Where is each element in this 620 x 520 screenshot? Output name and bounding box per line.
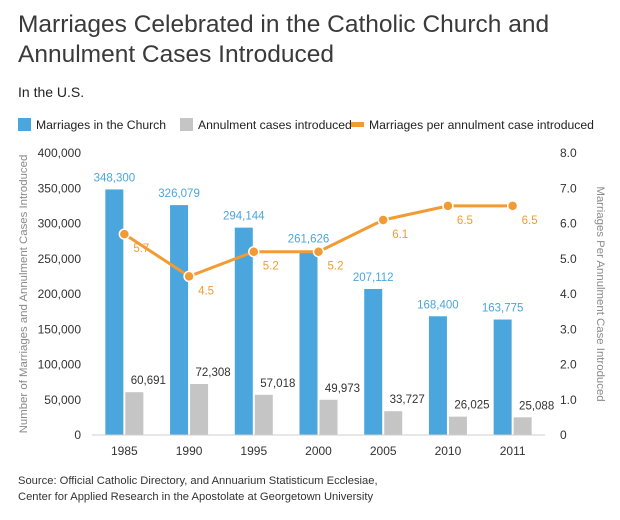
x-tick-label: 1990 — [176, 444, 203, 458]
legend-annulments-label: Annulment cases introduced — [198, 118, 352, 132]
ratio-data-label: 5.7 — [133, 243, 149, 255]
ratio-data-label: 6.5 — [457, 215, 473, 227]
annulments-data-label: 57,018 — [260, 378, 295, 390]
y2-tick-label: 6.0 — [560, 217, 577, 231]
marriages-data-label: 348,300 — [94, 172, 136, 184]
source-line-1: Source: Official Catholic Directory, and… — [18, 475, 378, 487]
marriages-bar — [299, 250, 318, 435]
ratio-point — [183, 270, 195, 283]
ratio-point — [312, 245, 325, 258]
legend-ratio-label: Marriages per annulment case introduced — [369, 118, 594, 132]
legend-annulments-swatch — [180, 118, 193, 131]
y-tick-label: 150,000 — [38, 322, 82, 336]
annulments-bar — [125, 392, 144, 435]
annulments-bar — [254, 394, 273, 435]
x-tick-label: 2000 — [305, 444, 332, 458]
annulments-data-label: 49,973 — [325, 383, 360, 395]
marriages-bar — [105, 189, 124, 435]
annulments-data-label: 72,308 — [195, 367, 230, 379]
annulments-bar — [513, 417, 532, 435]
marriages-bar — [364, 288, 383, 435]
y2-tick-label: 1.0 — [560, 393, 577, 407]
source-note: Source: Official Catholic Directory, and… — [18, 473, 378, 505]
ratio-data-label: 6.5 — [522, 215, 538, 227]
x-tick-label: 2011 — [500, 444, 526, 458]
y2-tick-label: 7.0 — [560, 181, 577, 195]
marriages-data-label: 163,775 — [482, 303, 524, 315]
combo-chart: Marriages in the Church Annulment cases i… — [18, 118, 606, 458]
annulments-data-label: 26,025 — [454, 400, 489, 412]
marriages-data-label: 207,112 — [353, 272, 394, 284]
y-tick-label: 0 — [74, 428, 81, 442]
x-tick-label: 2010 — [435, 444, 462, 458]
legend-marriages-label: Marriages in the Church — [36, 118, 166, 132]
annulments-data-label: 25,088 — [519, 400, 554, 412]
annulments-data-label: 33,727 — [390, 394, 425, 406]
source-line-2: Center for Applied Research in the Apost… — [18, 491, 374, 503]
ratio-data-label: 5.2 — [263, 261, 279, 273]
y2-tick-label: 8.0 — [560, 146, 577, 160]
ratio-point — [506, 200, 519, 212]
marriages-bar — [170, 205, 189, 435]
y2-tick-label: 3.0 — [560, 322, 577, 336]
y-tick-label: 50,000 — [44, 393, 81, 407]
marriages-data-label: 168,400 — [417, 299, 459, 311]
ratio-data-label: 6.1 — [392, 229, 408, 241]
marriages-data-label: 294,144 — [223, 211, 265, 223]
y-tick-label: 400,000 — [38, 146, 82, 160]
y2-tick-label: 4.0 — [560, 287, 577, 301]
chart-subtitle: In the U.S. — [18, 84, 85, 100]
y-tick-label: 350,000 — [38, 181, 82, 195]
chart-title: Marriages Celebrated in the Catholic Chu… — [18, 11, 550, 68]
y2-tick-label: 5.0 — [560, 252, 577, 266]
ratio-point — [442, 200, 454, 212]
marriages-bar — [234, 227, 253, 435]
x-tick-label: 1995 — [240, 444, 267, 458]
y-axis-title: Number of Marriages and Annulment Cases … — [18, 155, 30, 434]
ratio-data-label: 5.2 — [328, 261, 344, 273]
ratio-data-label: 4.5 — [198, 285, 214, 297]
ratio-point — [248, 245, 260, 258]
annulments-bar — [448, 416, 467, 435]
y2-axis-title: Marriages Per Annulment Case Introduced — [594, 186, 606, 401]
ratio-point — [377, 214, 389, 226]
y2-tick-label: 0 — [560, 428, 567, 442]
legend-marriages-swatch — [18, 118, 31, 131]
y2-tick-label: 2.0 — [560, 358, 577, 372]
annulments-bar — [319, 399, 338, 435]
x-tick-label: 1985 — [111, 444, 138, 458]
annulments-data-label: 60,691 — [131, 375, 166, 387]
marriages-data-label: 326,079 — [158, 188, 200, 200]
y-tick-label: 300,000 — [38, 217, 82, 231]
annulments-bar — [190, 384, 209, 435]
legend-ratio-swatch — [351, 122, 364, 127]
marriages-bar — [493, 319, 512, 435]
marriages-bar — [428, 316, 447, 435]
marriages-data-label: 261,626 — [288, 234, 330, 246]
annulments-bar — [384, 411, 403, 435]
y-tick-label: 250,000 — [38, 252, 82, 266]
ratio-point — [118, 228, 131, 240]
y-tick-label: 200,000 — [38, 287, 82, 301]
y-tick-label: 100,000 — [38, 358, 82, 372]
x-tick-label: 2005 — [370, 444, 397, 458]
